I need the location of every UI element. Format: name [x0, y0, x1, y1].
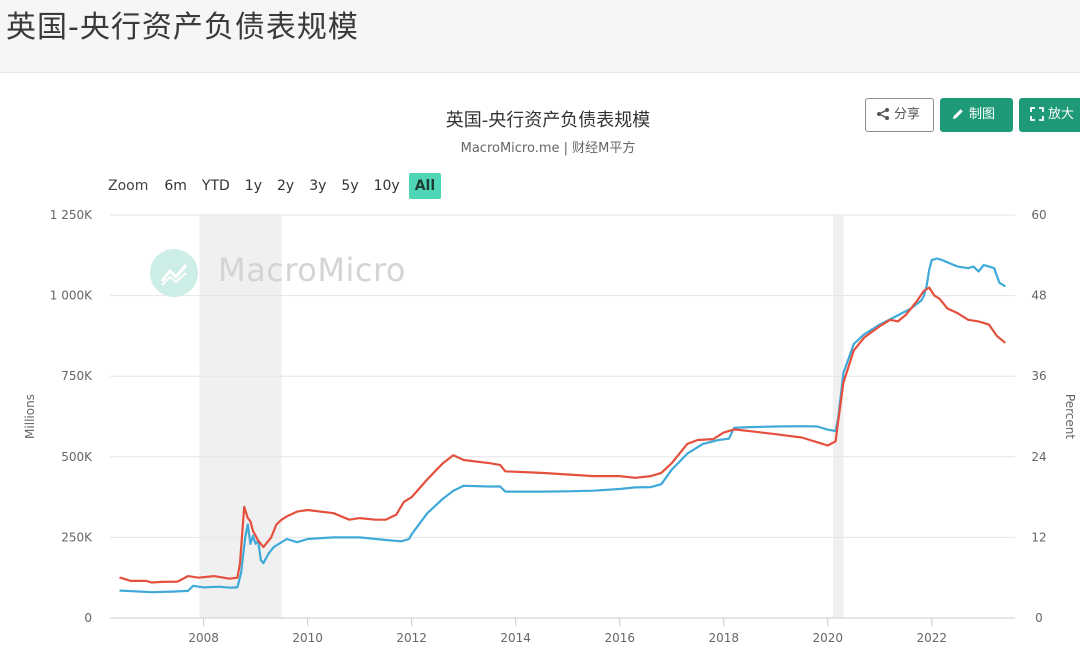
y-tick-label: 0 — [84, 611, 92, 625]
axes: 0 0 250K 12 500K 24 750K 36 1 000K 48 1 250K 60 2008… — [23, 208, 1077, 645]
chart-title: 英国-央行资产负债表规模 — [445, 110, 651, 131]
expand-button-label: 放大 — [1048, 107, 1075, 122]
x-tick-label: 2018 — [708, 631, 739, 645]
draw-button-label: 制图 — [969, 107, 996, 122]
y-tick-label: 750K — [61, 369, 93, 383]
x-tick-label: 2014 — [500, 631, 531, 645]
page-title: 英国-央行资产负债表规模 — [6, 10, 359, 45]
y2-tick-label: 36 — [1031, 369, 1046, 383]
share-button[interactable]: 分享 — [865, 98, 934, 132]
page-header: 英国-央行资产负债表规模 — [0, 0, 1080, 73]
y-tick-label: 500K — [61, 450, 93, 464]
chart-subtitle: MacroMicro.me | 财经M平方 — [460, 141, 636, 156]
x-tick-label: 2022 — [917, 631, 948, 645]
y-axis-title: Millions — [23, 394, 37, 439]
series-lines — [119, 257, 1006, 594]
x-tick-label: 2020 — [812, 631, 843, 645]
range-button-all[interactable]: All — [408, 173, 442, 199]
expand-icon — [1030, 107, 1044, 121]
watermark-text: MacroMicro — [218, 251, 406, 289]
share-icon — [877, 108, 889, 120]
range-button-ytd[interactable]: YTD — [201, 178, 230, 194]
range-button-10y[interactable]: 10y — [373, 178, 400, 194]
range-button-6m[interactable]: 6m — [164, 178, 187, 194]
y-tick-label: 1 250K — [50, 208, 93, 222]
x-tick-label: 2016 — [604, 631, 635, 645]
y2-tick-label: 60 — [1031, 208, 1046, 222]
grid-lines — [110, 214, 1015, 619]
draw-button[interactable]: 制图 — [940, 98, 1013, 132]
expand-button[interactable]: 放大 — [1019, 98, 1080, 132]
x-tick-label: 2008 — [188, 631, 219, 645]
x-tick-label: 2010 — [292, 631, 323, 645]
share-button-label: 分享 — [894, 107, 921, 122]
series-line-1 — [119, 286, 1006, 584]
range-button-3y[interactable]: 3y — [309, 178, 327, 194]
range-button-1y[interactable]: 1y — [244, 178, 262, 194]
range-button-5y[interactable]: 5y — [341, 178, 359, 194]
range-selector: Zoom 6m YTD 1y 2y 3y 5y 10y All — [104, 173, 444, 199]
y2-tick-label: 0 — [1035, 611, 1043, 625]
y-tick-label: 1 000K — [50, 289, 93, 303]
pencil-icon — [953, 109, 963, 119]
x-tick-label: 2012 — [396, 631, 427, 645]
y2-tick-label: 12 — [1031, 530, 1046, 544]
watermark-logo-icon — [150, 249, 198, 297]
y2-tick-label: 48 — [1031, 289, 1046, 303]
y2-axis-title: Percent — [1063, 394, 1077, 439]
range-button-2y[interactable]: 2y — [277, 178, 295, 194]
range-selector-label: Zoom — [108, 178, 149, 194]
y2-tick-label: 24 — [1031, 450, 1046, 464]
y-tick-label: 250K — [61, 530, 93, 544]
